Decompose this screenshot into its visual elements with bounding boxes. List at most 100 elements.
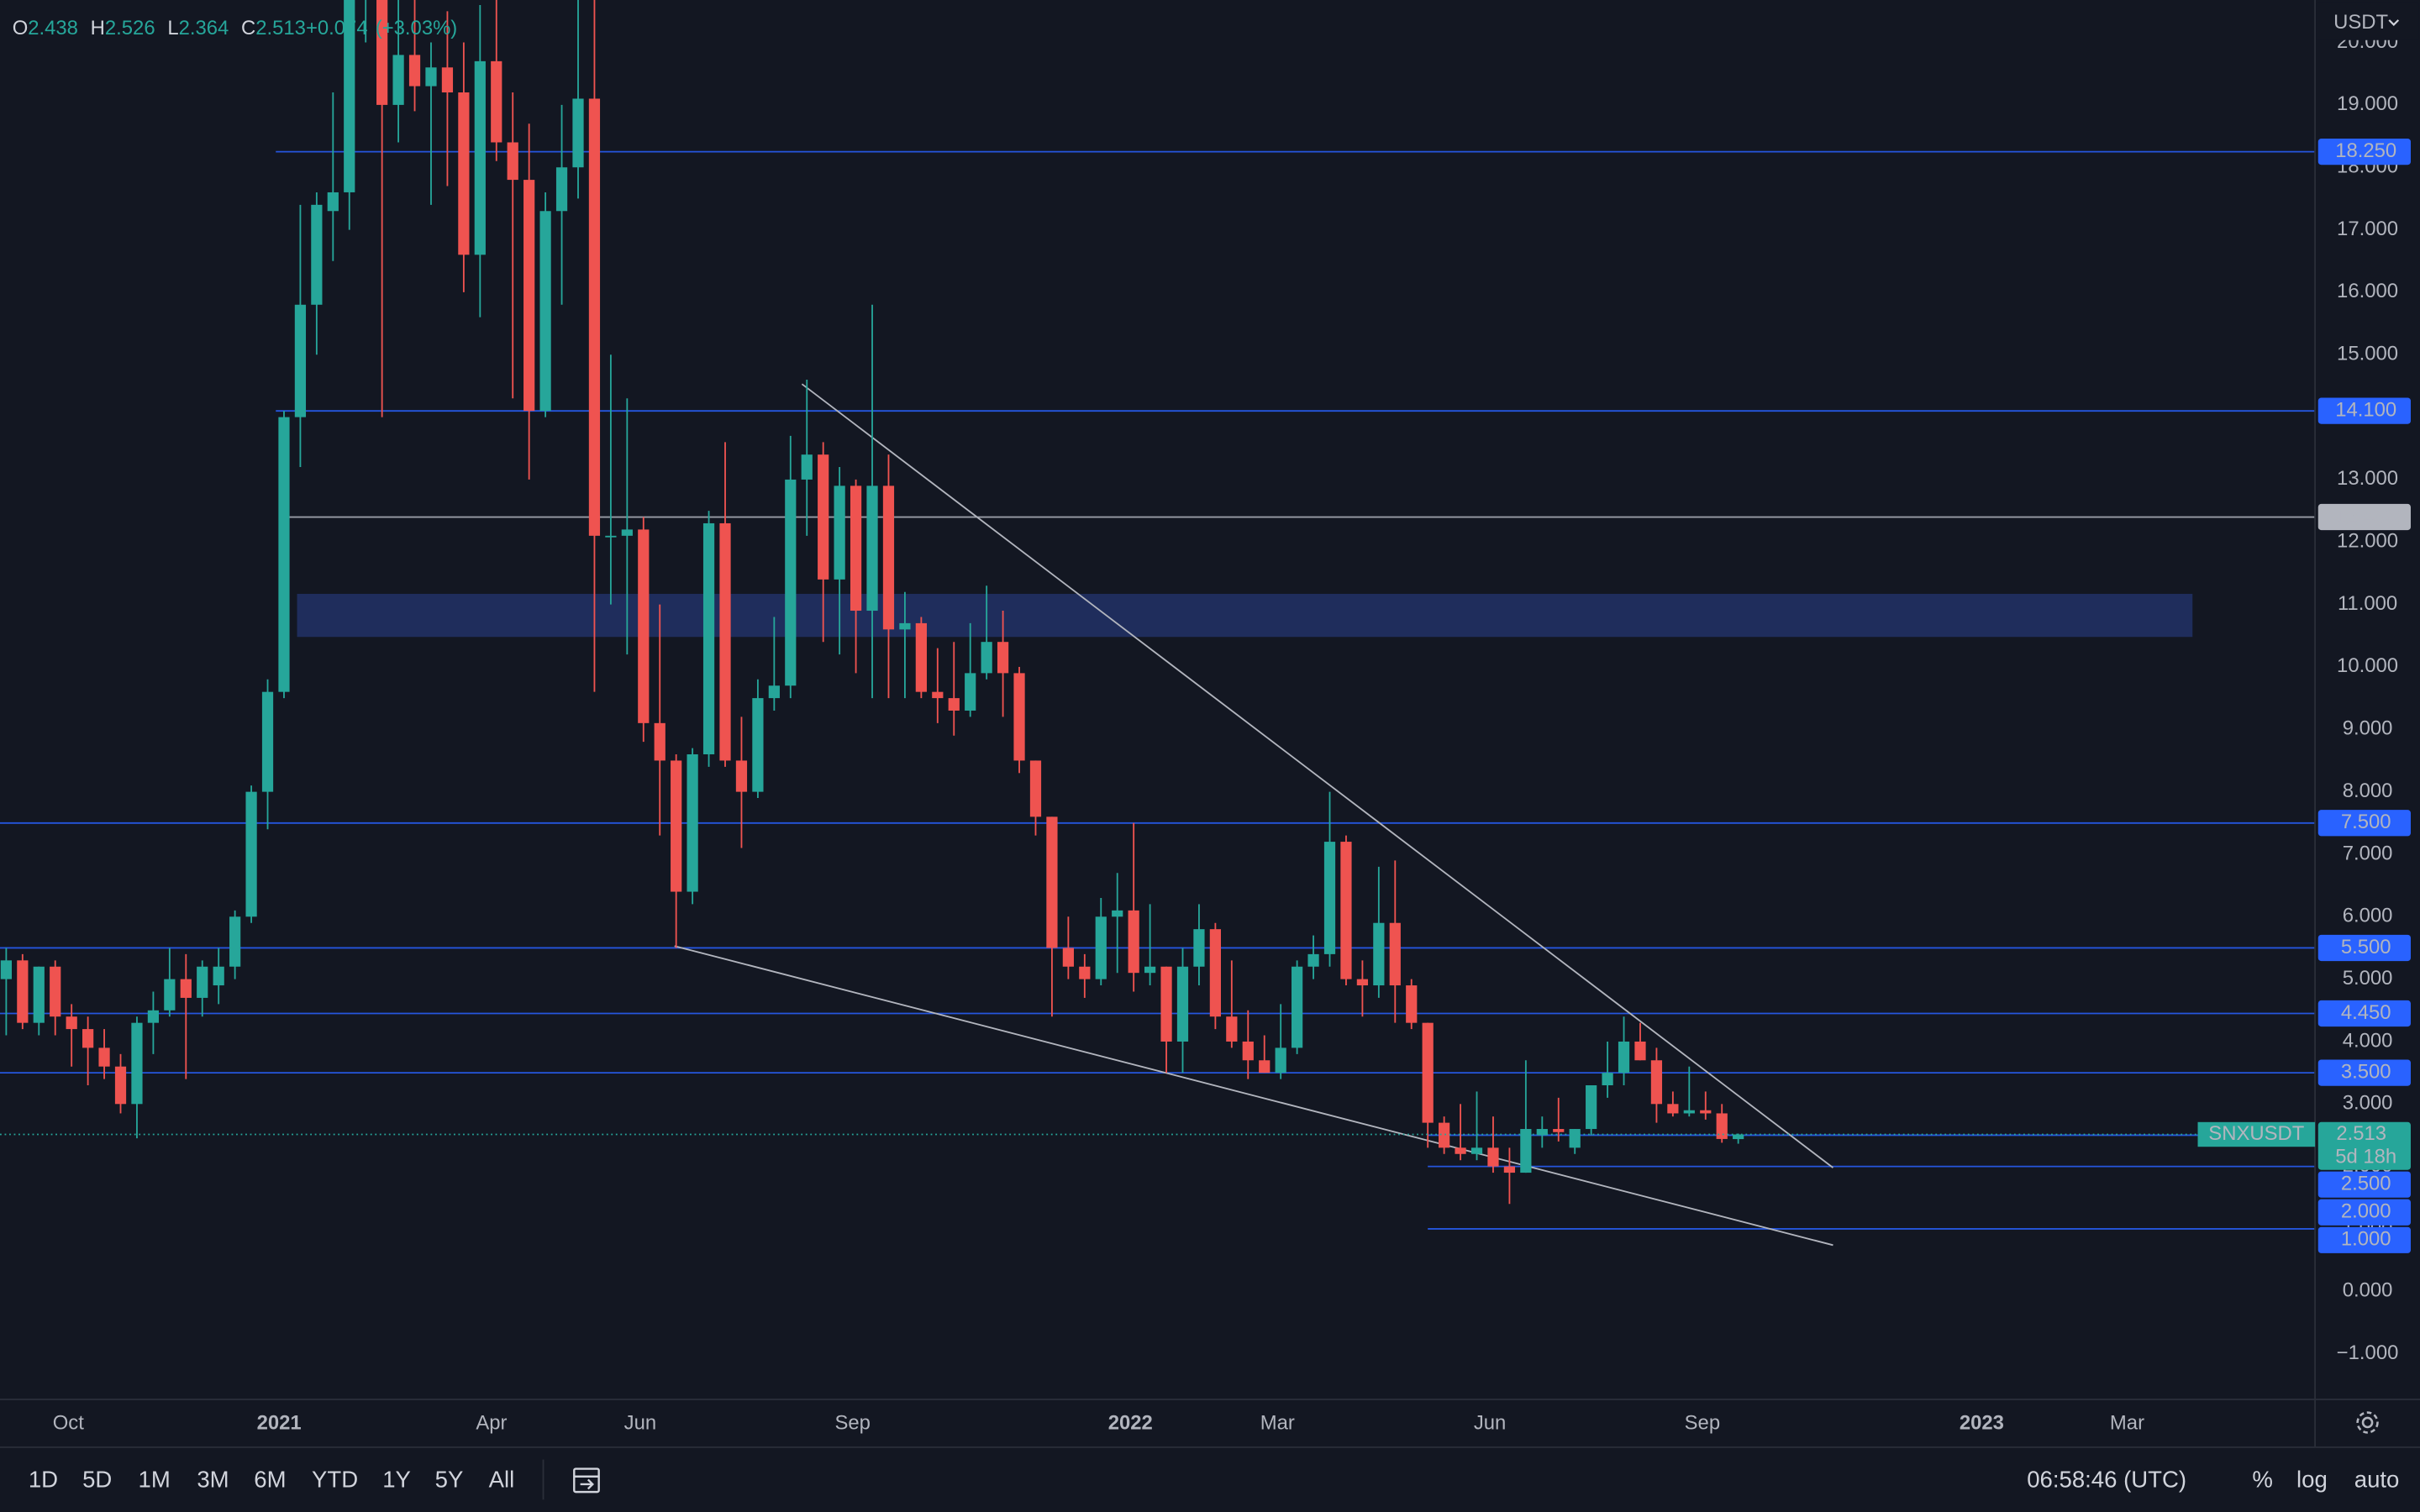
- candle-body: [555, 167, 568, 212]
- candle-body: [948, 698, 960, 711]
- level-label: 18.250: [2335, 139, 2396, 162]
- change-percent: (+3.03%): [376, 17, 457, 39]
- candle-body: [572, 98, 584, 168]
- level-label: 12.400: [2335, 505, 2396, 528]
- percent-toggle[interactable]: %: [2252, 1467, 2273, 1493]
- candle-body: [164, 979, 176, 1011]
- x-tick-label: 2023: [1960, 1412, 2004, 1435]
- legend-key: O: [13, 17, 29, 39]
- candle-body: [997, 642, 1009, 674]
- candle-body: [1650, 1060, 1663, 1105]
- price-label-box: [2317, 1121, 2411, 1170]
- candle-body: [1439, 1122, 1450, 1148]
- candle-body: [1242, 1041, 1254, 1061]
- y-tick-label: 10.000: [2337, 654, 2398, 677]
- candle-body: [294, 304, 307, 417]
- toolbar: 1D 5D 1M 3M 6M YTD 1Y 5Y All 06:58:46 (U…: [29, 1459, 2400, 1500]
- currency-label[interactable]: USDT: [2333, 11, 2388, 34]
- candle-body: [1275, 1047, 1286, 1074]
- level-label: 14.100: [2335, 398, 2396, 421]
- candle-body: [1144, 966, 1156, 974]
- candle-body: [441, 67, 454, 93]
- range-button[interactable]: 1M: [139, 1467, 171, 1493]
- candle-body: [197, 966, 208, 998]
- y-tick-label: 15.000: [2337, 343, 2398, 365]
- range-button[interactable]: 1D: [29, 1467, 58, 1493]
- candle-body: [408, 55, 421, 87]
- candle-body: [1062, 948, 1074, 967]
- candle-body: [1029, 760, 1042, 817]
- y-tick-label: 17.000: [2337, 218, 2398, 240]
- candle-body: [474, 60, 486, 255]
- candle-body: [131, 1022, 143, 1105]
- candle-body: [278, 417, 290, 692]
- level-label: 5.500: [2341, 936, 2391, 958]
- y-tick-label: 16.000: [2337, 280, 2398, 302]
- candle-body: [523, 180, 535, 412]
- candle-body: [1226, 1016, 1238, 1042]
- candle-body: [1307, 953, 1319, 967]
- candle-body: [752, 698, 764, 792]
- range-button[interactable]: 5D: [82, 1467, 112, 1493]
- candle-body: [588, 98, 601, 536]
- candle-body: [213, 966, 224, 986]
- level-label-box: [2317, 810, 2411, 837]
- candle-body: [1406, 985, 1418, 1023]
- candle-body: [229, 916, 241, 967]
- candle-body: [687, 754, 698, 892]
- level-label-box: [2317, 1199, 2411, 1226]
- candle-body: [719, 522, 731, 761]
- candle-body: [1536, 1129, 1548, 1136]
- y-tick-label: 6.000: [2343, 905, 2393, 927]
- candle-body: [0, 960, 13, 979]
- range-button[interactable]: YTD: [312, 1467, 358, 1493]
- auto-toggle[interactable]: auto: [2354, 1467, 2400, 1493]
- candle-body: [915, 622, 927, 692]
- candle-body: [491, 60, 502, 143]
- candle-body: [261, 691, 274, 792]
- x-tick-label: Mar: [1260, 1412, 1295, 1435]
- trendline: [674, 945, 1833, 1247]
- y-tick-label: 7.000: [2343, 842, 2393, 864]
- range-button[interactable]: 6M: [254, 1467, 286, 1493]
- y-tick-label: 13.000: [2337, 467, 2398, 490]
- date-range-icon[interactable]: [573, 1467, 600, 1494]
- candle-body: [1323, 842, 1336, 954]
- candle-body: [1487, 1147, 1499, 1167]
- plot-area: [0, 0, 2316, 1247]
- candle-body: [1112, 910, 1123, 917]
- candle-body: [311, 204, 323, 305]
- x-tick-label: Jun: [624, 1412, 656, 1435]
- range-button[interactable]: 3M: [197, 1467, 229, 1493]
- level-label-box: [2317, 139, 2411, 165]
- x-tick-label: Sep: [1685, 1412, 1720, 1435]
- candle-body: [1046, 816, 1058, 948]
- candle-body: [66, 1016, 77, 1030]
- log-toggle[interactable]: log: [2296, 1467, 2328, 1493]
- candle-body: [392, 55, 404, 105]
- range-button[interactable]: All: [489, 1467, 515, 1493]
- candle-body: [1079, 966, 1091, 979]
- candle-body: [1602, 1073, 1613, 1085]
- level-label: 7.500: [2341, 811, 2391, 833]
- range-button[interactable]: 5Y: [435, 1467, 464, 1493]
- candle-body: [1209, 929, 1222, 1017]
- candle-body: [180, 979, 192, 998]
- candle-body: [425, 67, 437, 87]
- candle-body: [866, 486, 878, 612]
- candle-body: [1176, 966, 1189, 1042]
- settings-icon[interactable]: [2356, 1411, 2379, 1434]
- candle-body: [638, 529, 650, 723]
- candle-body: [50, 966, 61, 1017]
- price-label: 2.513: [2336, 1122, 2386, 1145]
- candle-body: [621, 529, 633, 536]
- range-button[interactable]: 1Y: [382, 1467, 411, 1493]
- level-label-box: [2317, 503, 2411, 531]
- level-label-box: [2317, 1059, 2411, 1086]
- candle-body: [376, 0, 388, 105]
- legend-key: L: [167, 17, 178, 39]
- legend-value: 2.526: [105, 17, 155, 39]
- level-label: 2.500: [2341, 1173, 2391, 1195]
- candle-body: [1422, 1022, 1434, 1123]
